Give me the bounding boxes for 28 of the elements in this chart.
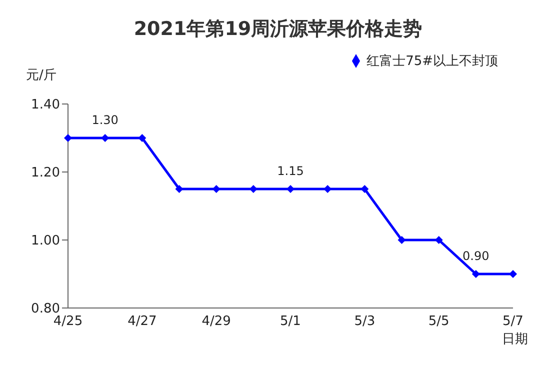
data-label: 1.30	[92, 113, 118, 127]
x-tick-label: 5/1	[280, 314, 301, 330]
legend-label: 红富士75#以上不封顶	[366, 54, 498, 69]
y-tick-label: 1.20	[31, 166, 60, 181]
point	[212, 185, 220, 193]
point	[175, 185, 184, 193]
data-label: 0.90	[462, 249, 490, 263]
x-tick-label: 5/5	[428, 314, 450, 330]
point	[398, 236, 406, 244]
point	[138, 134, 146, 142]
data-label: 1.15	[277, 164, 304, 178]
x-tick-label: 5/7	[502, 314, 524, 330]
point	[360, 185, 369, 193]
point	[509, 270, 517, 278]
x-tick-label: 4/27	[128, 314, 157, 330]
point	[286, 185, 294, 193]
chart-title: 2021年第19周沂源苹果价格走势	[132, 17, 424, 42]
x-axis-title: 日期	[502, 331, 528, 348]
y-axis-title: 元/斤	[26, 67, 56, 84]
x-tick-label: 4/29	[202, 314, 231, 330]
y-tick-label: 1.40	[31, 98, 60, 113]
point	[64, 134, 72, 142]
point	[472, 270, 480, 278]
y-tick-label: 1.00	[31, 234, 60, 249]
x-tick-label: 4/25	[53, 314, 83, 330]
x-tick-label: 5/3	[354, 314, 376, 330]
point	[434, 236, 443, 244]
y-tick-label: 0.80	[31, 302, 60, 317]
